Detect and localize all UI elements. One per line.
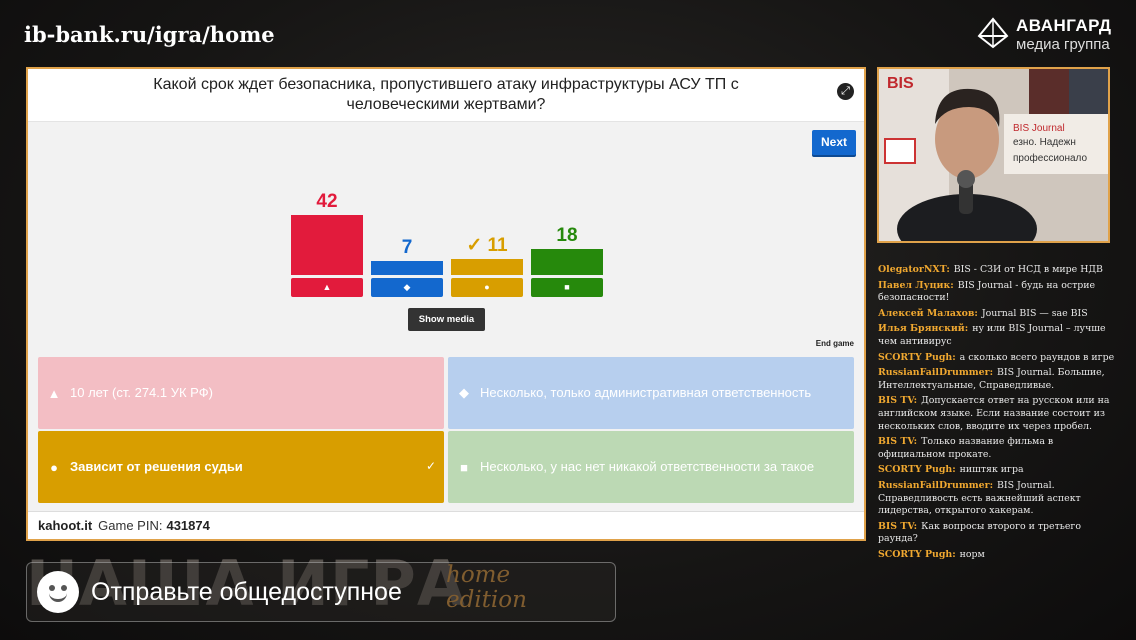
chat-username: SCORTY Pugh: [878,351,956,363]
chat-username: Алексей Малахов: [878,307,978,319]
results-chart: 42 ▲ 7 ◆ ✓ 11 ● 18 ■ [28,177,864,297]
answer-text: Зависит от решения судьи [70,459,243,474]
end-game-link[interactable]: End game [815,339,854,348]
chat-username: BIS TV: [878,395,918,407]
banner-title: НАША ИГРА [26,547,466,620]
chat-text: BIS Journal. Справедливость есть важнейш… [878,479,1081,517]
chat-panel: OlegatorNXT: BIS - СЗИ от НСД в мире НДВ П… [878,264,1118,564]
triangle-icon: ▲ [47,385,61,401]
question-header: Какой срок ждет безопасника, пропустивше… [28,69,864,122]
answer-square: ■ Несколько, у нас нет никакой ответстве… [448,431,854,503]
next-button[interactable]: Next [812,130,856,155]
logo-title: АВАНГАРД [1016,16,1112,35]
banner-edition-line: edition [446,587,527,613]
banner-home-edition: home edition [446,563,527,613]
chat-text: Journal BIS — sae BIS [981,307,1088,319]
chat-username: Илья Брянский: [878,323,969,335]
avangard-logo-icon [977,17,1009,49]
chat-message: BIS TV: Только название фильма в официаль… [878,436,1118,461]
nasha-igra-banner: НАША ИГРА home edition [26,545,606,625]
answer-text: 10 лет (ст. 274.1 УК РФ) [70,385,213,400]
answer-triangle: ▲ 10 лет (ст. 274.1 УК РФ) [38,357,444,429]
presenter-video [879,69,1108,241]
chat-text: а сколько всего раундов в игре [959,351,1115,363]
chat-text: BIS - СЗИ от НСД в мире НДВ [953,264,1103,275]
sign-line-1: езно. Надежн [1013,137,1076,148]
chat-username: Павел Луцик: [878,279,954,291]
result-bar: 42 ▲ [291,177,363,297]
chat-text: Допускается ответ на русском или на англ… [878,395,1110,432]
game-pin: 431874 [166,518,210,533]
chat-username: BIS TV: [878,436,918,448]
diamond-icon: ◆ [459,385,469,400]
logo-subtitle: медиа группа [1016,36,1110,53]
result-bar-fill [451,259,523,275]
kahoot-site: kahoot.it [38,518,93,533]
chat-message: BIS TV: Как вопросы второго и третьего ра… [878,521,1118,546]
chat-username: OlegatorNXT: [878,264,950,275]
result-count: 7 [401,237,413,258]
chat-message: Алексей Малахов: Journal BIS — sae BIS [878,308,1118,321]
kahoot-window: Какой срок ждет безопасника, пропустивше… [26,67,866,541]
chat-username: RussianFailDrummer: [878,367,994,379]
chat-message: SCORTY Pugh: а сколько всего раундов в иг… [878,352,1118,365]
banner-home-line: home [446,562,511,588]
result-bar: 18 ■ [531,177,603,297]
result-bar-fill [371,261,443,275]
sign-line-2: профессионало [1013,153,1088,164]
square-icon: ■ [460,459,468,475]
share-toast[interactable]: Отправьте общедоступное [26,562,616,622]
chat-message: SCORTY Pugh: ништяк игра [878,464,1118,477]
result-bar-base: ● [451,278,523,297]
chat-text: норм [959,548,985,560]
chat-username: SCORTY Pugh: [878,548,956,560]
chat-text: BIS Journal. Большие, Интеллектуальные, … [878,367,1105,391]
chat-username: SCORTY Pugh: [878,464,956,476]
chat-text: ништяк игра [959,464,1024,476]
question-text: Какой срок ждет безопасника, пропустивше… [153,76,739,113]
chat-message: RussianFailDrummer: BIS Journal. Большие,… [878,367,1118,392]
sign-bis: BIS [887,75,914,92]
result-bar-base: ◆ [371,278,443,297]
correct-check-icon: ✓ [425,459,436,473]
kahoot-footer: kahoot.it Game PIN: 431874 [28,511,864,539]
chat-username: RussianFailDrummer: [878,479,994,491]
chat-message: BIS TV: Допускается ответ на русском или … [878,395,1118,433]
fullscreen-icon[interactable]: ⤢ [837,83,854,100]
show-media-button[interactable]: Show media [408,308,485,331]
result-bar-fill [291,215,363,275]
chat-text: Только название фильма в официальном про… [878,436,1054,460]
webcam-feed: BIS BIS Journal езно. Надежн профессиона… [877,67,1110,243]
result-bar-base: ■ [531,278,603,297]
smiley-icon [37,571,79,613]
result-count: ✓ 11 [466,235,508,256]
toast-label: Отправьте общедоступное [91,577,402,606]
result-bar-fill [531,249,603,275]
chat-message: Павел Луцик: BIS Journal - будь на острие… [878,280,1118,305]
result-count: 18 [556,225,578,246]
site-url: ib-bank.ru/igra/home [24,22,275,47]
sign-journal: BIS Journal [1013,123,1065,134]
chat-message: RussianFailDrummer: BIS Journal. Справедл… [878,480,1118,518]
chat-text: Как вопросы второго и третьего раунда? [878,520,1081,545]
chat-text: ну или BIS Journal – лучше чем антивирус [878,323,1106,347]
chat-text: BIS Journal - будь на острие безопасност… [878,279,1096,304]
chat-username: BIS TV: [878,520,918,532]
chat-message: OlegatorNXT: BIS - СЗИ от НСД в мире НДВ [878,264,1118,277]
chat-message: SCORTY Pugh: норм [878,549,1118,562]
result-bar: 7 ◆ [371,177,443,297]
answer-circle: ● Зависит от решения судьи ✓ [38,431,444,503]
game-pin-label: Game PIN: [98,518,163,533]
answer-diamond: ◆ Несколько, только административная отв… [448,357,854,429]
result-bar-base: ▲ [291,278,363,297]
result-count: 42 [316,191,338,212]
circle-icon: ● [50,459,58,475]
result-bar: ✓ 11 ● [451,177,523,297]
chat-message: Илья Брянский: ну или BIS Journal – лучше… [878,323,1118,348]
answer-text: Несколько, только административная ответ… [480,385,812,400]
avangard-logo: АВАНГАРД медиа группа [976,14,1112,54]
answer-text: Несколько, у нас нет никакой ответственн… [480,459,815,474]
